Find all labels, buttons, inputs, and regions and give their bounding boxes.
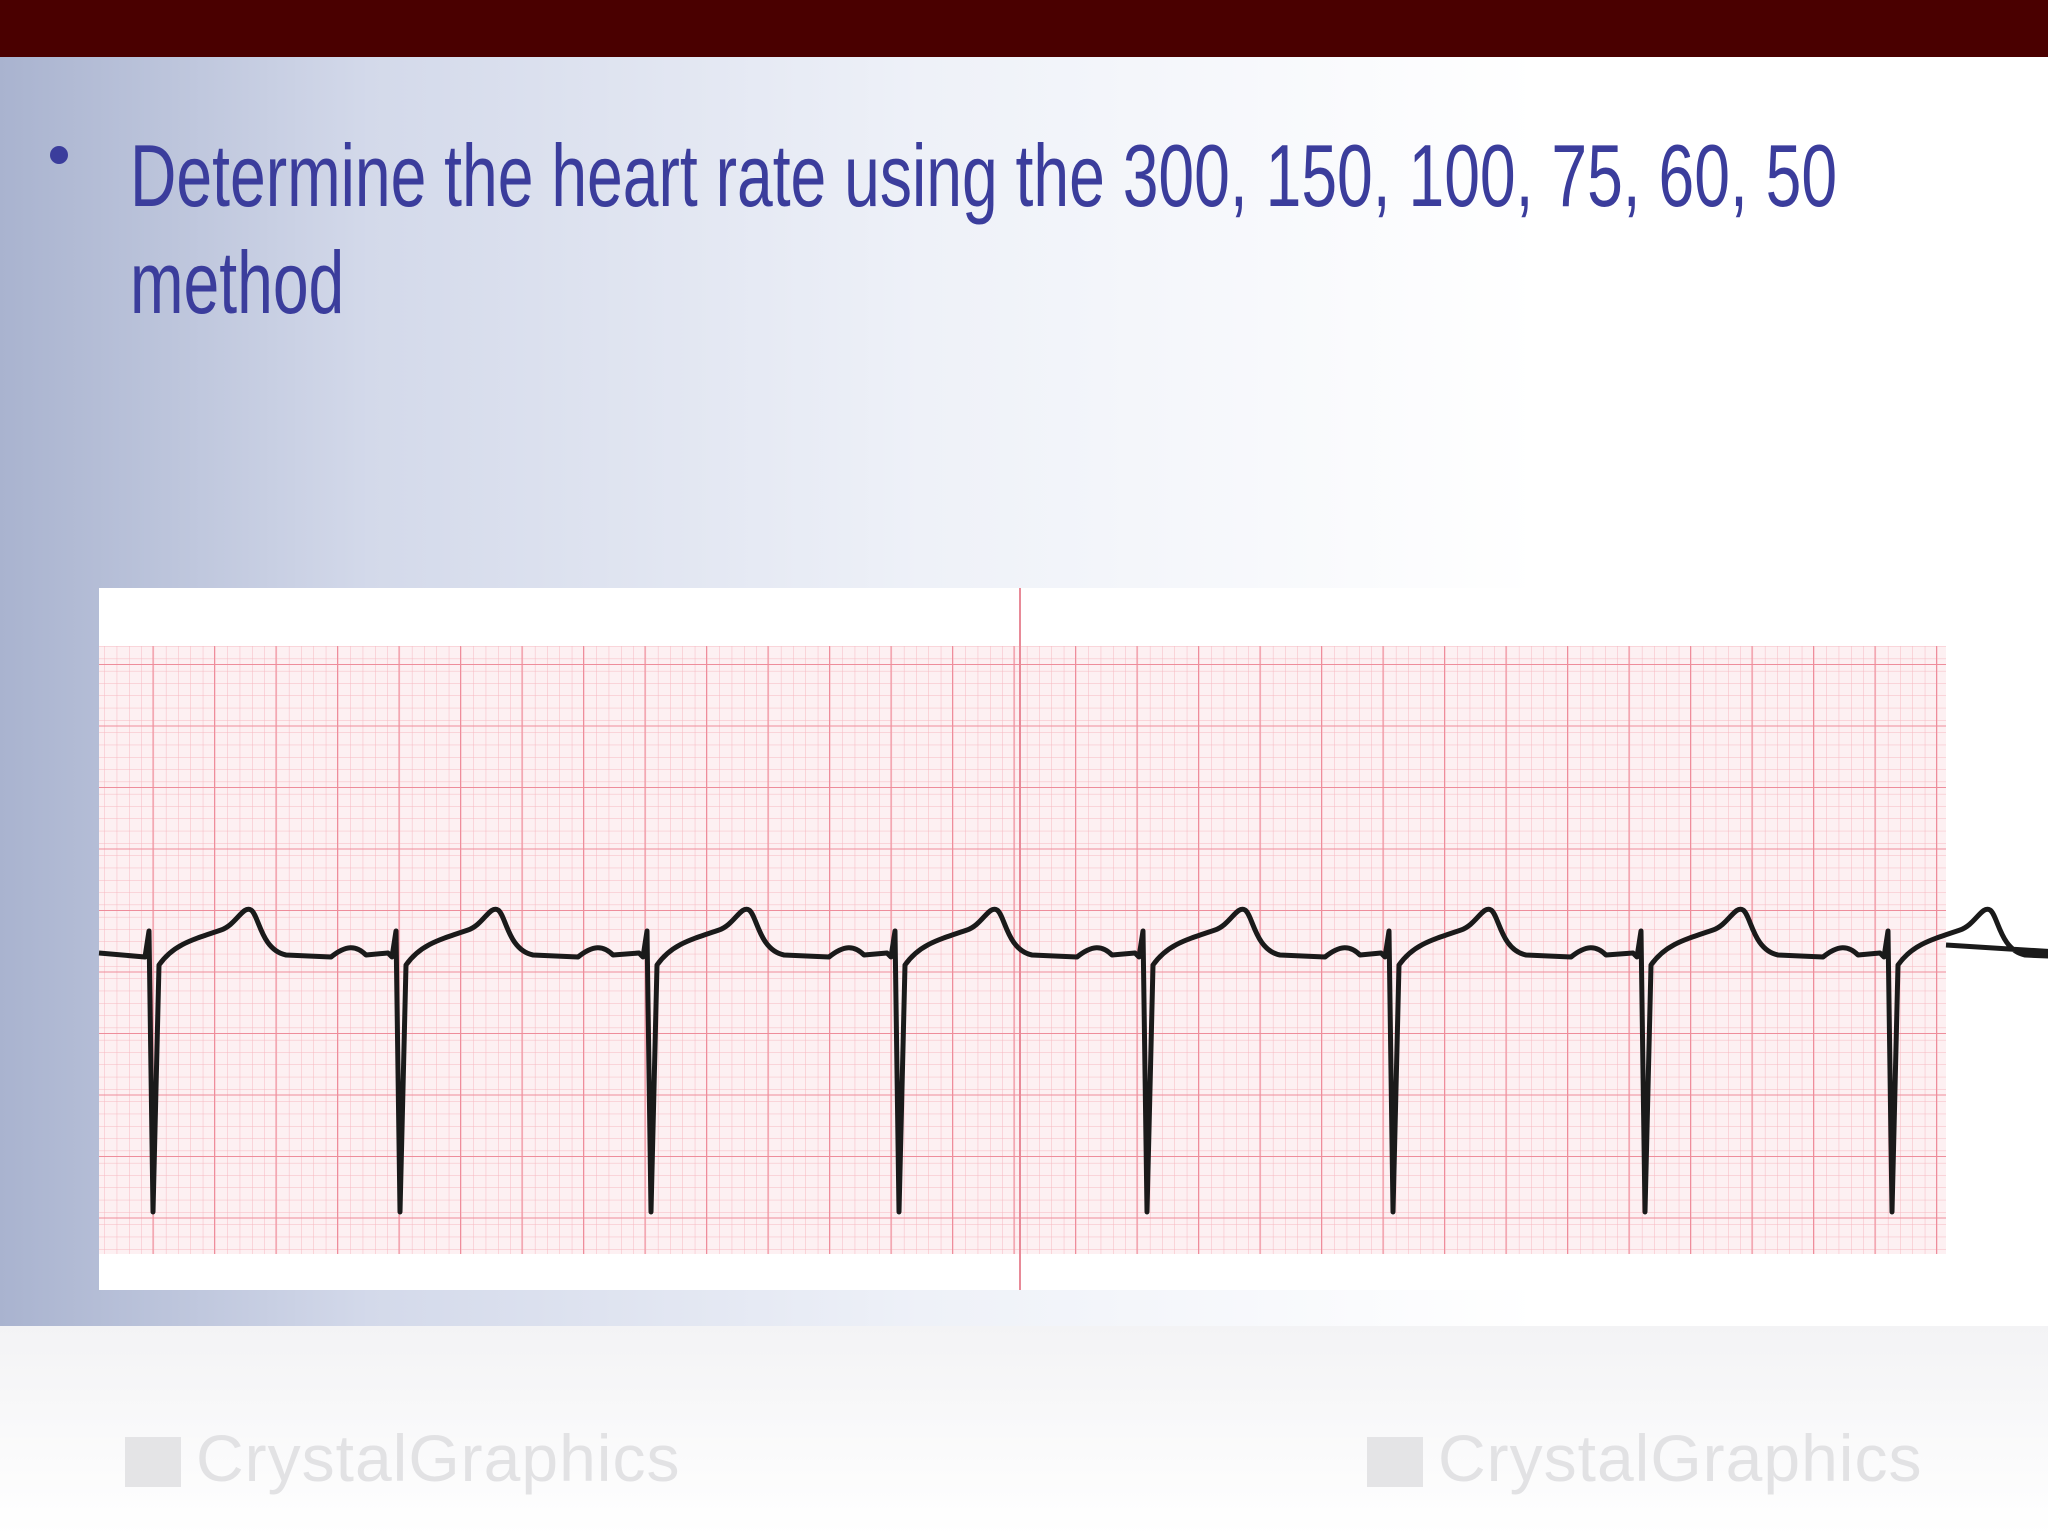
ecg-trace [98, 906, 2048, 1215]
bullet-text: Determine the heart rate using the 300, … [130, 126, 1838, 332]
watermark-logo [125, 1437, 181, 1487]
watermark: CrystalGraphics [196, 1421, 681, 1495]
watermark-logo [1367, 1437, 1423, 1487]
bullet [50, 146, 68, 164]
watermark: CrystalGraphics [1438, 1421, 1923, 1495]
footer-area [0, 1326, 2048, 1536]
top-bar [0, 0, 2048, 57]
ecg-line [98, 906, 2048, 1215]
